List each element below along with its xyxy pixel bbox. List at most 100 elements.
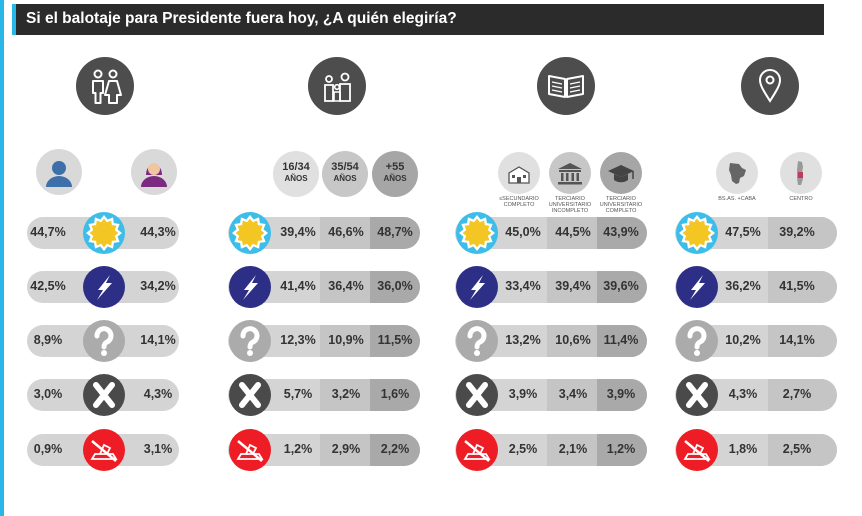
pill-segment <box>597 217 647 249</box>
blank-x-icon <box>456 374 498 416</box>
male-avatar-icon <box>36 149 82 195</box>
pill-segment <box>768 271 837 303</box>
pill-segment <box>547 217 597 249</box>
value-label: 45,0% <box>505 225 541 239</box>
pill-segment <box>597 379 647 411</box>
blank-x-icon <box>229 374 271 416</box>
book-icon <box>537 57 595 115</box>
value-label: 2,9% <box>331 442 361 456</box>
pill-segment <box>320 271 370 303</box>
pill-segment <box>597 271 647 303</box>
value-label: 4,3% <box>143 387 173 401</box>
pill-segment <box>768 434 837 466</box>
pill-segment <box>597 325 647 357</box>
up-badge-icon <box>676 212 718 254</box>
value-label: 2,7% <box>782 387 812 401</box>
pill-segment <box>370 217 420 249</box>
female-avatar-icon <box>131 149 177 195</box>
value-label: 1,2% <box>283 442 313 456</box>
pill-segment <box>370 325 420 357</box>
blank-x-icon <box>676 374 718 416</box>
value-label: 1,2% <box>606 442 636 456</box>
value-label: 3,2% <box>331 387 361 401</box>
value-label: 11,4% <box>603 333 639 347</box>
value-label: 0,9% <box>33 442 63 456</box>
value-label: 44,3% <box>140 225 176 239</box>
family-icon <box>308 57 366 115</box>
value-label: 46,6% <box>328 225 364 239</box>
education-label-tertiary-incomplete: TERCIARIO UNIVERSITARIO INCOMPLETO <box>548 196 592 214</box>
value-label: 12,3% <box>280 333 316 347</box>
no-vote-ballot-icon <box>676 429 718 471</box>
value-label: 14,1% <box>779 333 815 347</box>
value-label: 10,9% <box>328 333 364 347</box>
age-group-35-54: 35/54 AÑOS <box>322 151 368 197</box>
education-label-tertiary-complete: TERCIARIO UNIVERSITARIO COMPLETO <box>599 196 643 214</box>
value-label: 13,2% <box>505 333 541 347</box>
frente-lightning-icon <box>676 266 718 308</box>
pill-segment <box>547 325 597 357</box>
value-label: 5,7% <box>283 387 313 401</box>
value-label: 10,2% <box>725 333 761 347</box>
pill-segment <box>597 434 647 466</box>
value-label: 39,4% <box>280 225 316 239</box>
region-label-bsas: BS.AS. +CABA <box>718 196 756 202</box>
value-label: 47,5% <box>725 225 761 239</box>
value-label: 36,4% <box>328 279 364 293</box>
value-label: 3,9% <box>508 387 538 401</box>
value-label: 2,5% <box>508 442 538 456</box>
gender-icon <box>76 57 134 115</box>
value-label: 44,5% <box>555 225 591 239</box>
value-label: 1,8% <box>728 442 758 456</box>
up-badge-icon <box>229 212 271 254</box>
value-label: 3,0% <box>33 387 63 401</box>
value-label: 44,7% <box>30 225 66 239</box>
value-label: 39,2% <box>779 225 815 239</box>
question-mark-icon <box>456 320 498 362</box>
chart-title: Si el balotaje para Presidente fuera hoy… <box>26 10 457 27</box>
question-mark-icon <box>83 320 125 362</box>
no-vote-ballot-icon <box>83 429 125 471</box>
value-label: 36,0% <box>377 279 413 293</box>
pill-segment <box>370 434 420 466</box>
question-mark-icon <box>229 320 271 362</box>
value-label: 39,6% <box>603 279 639 293</box>
no-vote-ballot-icon <box>456 429 498 471</box>
value-label: 3,9% <box>606 387 636 401</box>
university-icon <box>549 152 591 194</box>
title-bar: Si el balotaje para Presidente fuera hoy… <box>12 4 824 35</box>
value-label: 41,5% <box>779 279 815 293</box>
age-group-55-plus: +55 AÑOS <box>372 151 418 197</box>
region-label-centro: CENTRO <box>789 196 813 202</box>
value-label: 3,4% <box>558 387 588 401</box>
graduation-cap-icon <box>600 152 642 194</box>
value-label: 1,6% <box>380 387 410 401</box>
pill-segment <box>320 379 370 411</box>
value-label: 2,1% <box>558 442 588 456</box>
pill-segment <box>320 434 370 466</box>
pill-segment <box>547 379 597 411</box>
blank-x-icon <box>83 374 125 416</box>
value-label: 2,5% <box>782 442 812 456</box>
value-label: 10,6% <box>555 333 591 347</box>
age-group-16-34: 16/34 AÑOS <box>273 151 319 197</box>
pill-segment <box>768 217 837 249</box>
pill-segment <box>320 217 370 249</box>
pill-segment <box>547 434 597 466</box>
value-label: 39,4% <box>555 279 591 293</box>
value-label: 43,9% <box>603 225 639 239</box>
centro-map-icon <box>780 152 822 194</box>
pill-segment <box>320 325 370 357</box>
value-label: 33,4% <box>505 279 541 293</box>
school-icon <box>498 152 540 194</box>
value-label: 8,9% <box>33 333 63 347</box>
education-label-secondary: ≤SECUNDARIO COMPLETO <box>499 196 539 208</box>
location-pin-icon <box>741 57 799 115</box>
no-vote-ballot-icon <box>229 429 271 471</box>
value-label: 41,4% <box>280 279 316 293</box>
pill-segment <box>547 271 597 303</box>
pill-segment <box>768 325 837 357</box>
value-label: 11,5% <box>377 333 413 347</box>
value-label: 36,2% <box>725 279 761 293</box>
up-badge-icon <box>83 212 125 254</box>
